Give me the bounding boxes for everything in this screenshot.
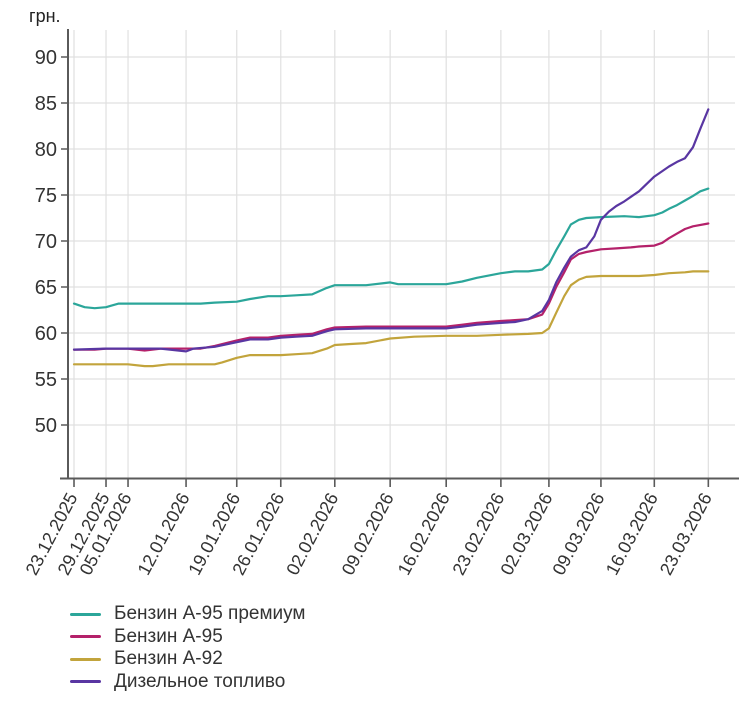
y-axis-ticks-and-labels: 90 85 80 75 70 65 60 55 50: [35, 47, 68, 437]
x-tick-label: 12.01.2026: [134, 489, 194, 578]
axes: [60, 29, 739, 480]
x-tick-label: 09.02.2026: [338, 489, 398, 578]
legend-swatch-a95-premium: [70, 612, 101, 616]
legend-label: Бензин А-95 премиум: [114, 603, 306, 625]
vertical-gridlines: [73, 30, 709, 479]
legend-label: Бензин А-95: [114, 625, 223, 647]
legend-swatch-diesel: [70, 680, 101, 684]
y-tick-label: 80: [35, 139, 57, 161]
legend-item-a95-premium[interactable]: Бензин А-95 премиум: [70, 603, 305, 626]
x-tick-label: 02.02.2026: [282, 489, 342, 578]
series-line-a92: [72, 270, 710, 368]
x-tick-label: 09.03.2026: [549, 489, 609, 578]
y-tick-label: 65: [35, 277, 57, 299]
legend-swatch-a92: [70, 657, 101, 661]
legend-item-diesel[interactable]: Дизельное топливо: [70, 671, 305, 694]
x-tick-label: 16.02.2026: [394, 489, 454, 578]
x-axis-ticks-and-labels: 23.12.202529.12.202505.01.202612.01.2026…: [22, 478, 716, 578]
y-tick-label: 55: [35, 369, 57, 391]
price-chart-svg: грн. 90 85 80 75 70 65 60 55 50 23.12.202529.12.…: [22, 6, 739, 578]
series-lines: [72, 108, 710, 368]
chart-legend: Бензин А-95 премиум Бензин А-95 Бензин А-9…: [70, 603, 305, 693]
y-tick-label: 85: [35, 93, 57, 115]
y-tick-label: 50: [35, 415, 57, 437]
series-line-diesel: [72, 108, 710, 353]
y-tick-label: 75: [35, 185, 57, 207]
x-tick-label: 23.03.2026: [656, 489, 716, 578]
legend-label: Бензин А-92: [114, 648, 223, 670]
series-line-a95-premium: [72, 187, 710, 310]
legend-item-a95[interactable]: Бензин А-95: [70, 626, 305, 649]
y-tick-label: 60: [35, 323, 57, 345]
y-tick-label: 70: [35, 231, 57, 253]
legend-label: Дизельное топливо: [114, 670, 286, 692]
x-tick-label: 16.03.2026: [602, 489, 662, 578]
legend-item-a92[interactable]: Бензин А-92: [70, 648, 305, 671]
horizontal-gridlines: [68, 56, 735, 426]
legend-swatch-a95: [70, 635, 101, 639]
y-tick-label: 90: [35, 47, 57, 69]
y-axis-unit-label: грн.: [29, 6, 61, 26]
